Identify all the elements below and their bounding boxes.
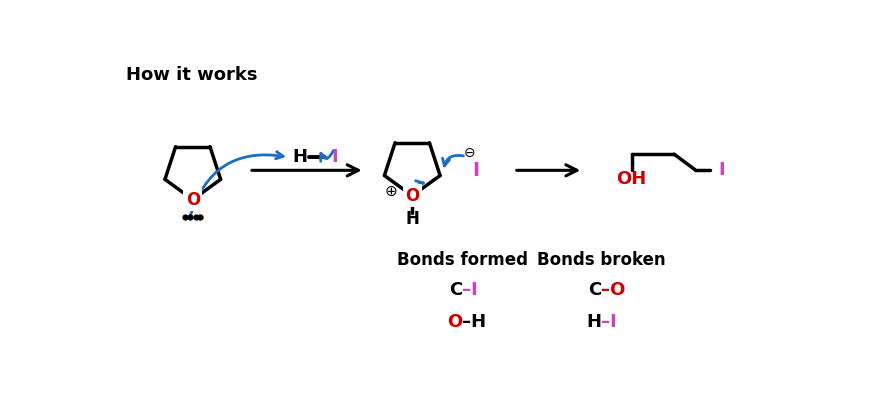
Text: –I: –I (462, 281, 477, 299)
Text: How it works: How it works (125, 66, 257, 84)
FancyArrowPatch shape (189, 152, 283, 218)
Text: ⊕: ⊕ (384, 185, 396, 199)
Text: C: C (448, 281, 462, 299)
Text: –I: –I (600, 313, 616, 331)
Text: I: I (471, 161, 478, 180)
Text: ⊖: ⊖ (463, 146, 474, 160)
FancyArrowPatch shape (415, 181, 423, 199)
Text: I: I (717, 161, 724, 178)
Text: H: H (585, 313, 600, 331)
Text: Bonds broken: Bonds broken (536, 251, 665, 269)
Text: Bonds formed: Bonds formed (396, 251, 527, 269)
Text: H: H (292, 148, 307, 166)
FancyArrowPatch shape (320, 150, 333, 162)
Text: O: O (446, 313, 462, 331)
Text: I: I (331, 148, 338, 166)
Text: O: O (404, 187, 419, 205)
Text: –O: –O (600, 281, 624, 299)
FancyArrowPatch shape (442, 155, 463, 166)
Text: H: H (405, 210, 418, 228)
Text: C: C (587, 281, 600, 299)
Text: O: O (185, 191, 200, 208)
Text: OH: OH (616, 170, 646, 188)
Text: –H: –H (462, 313, 486, 331)
